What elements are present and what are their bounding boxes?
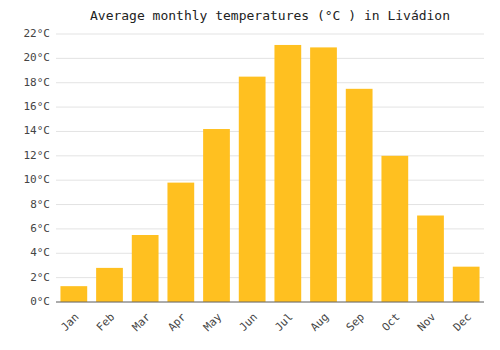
grid-line	[56, 34, 484, 35]
bar	[132, 235, 159, 302]
x-tick-label: Apr	[165, 310, 189, 334]
bar	[346, 89, 373, 302]
chart: Average monthly temperatures (°C ) in Li…	[0, 0, 500, 350]
x-tick-label: Dec	[451, 311, 474, 334]
y-tick-label: 18°C	[24, 76, 51, 89]
y-tick-label: 22°C	[24, 27, 51, 40]
y-tick-label: 12°C	[24, 149, 51, 162]
bar	[167, 183, 194, 302]
title: Average monthly temperatures (°C ) in Li…	[90, 8, 450, 23]
y-tick-label: 20°C	[24, 51, 51, 64]
x-tick-label: Nov	[415, 310, 439, 334]
grid-line	[56, 107, 484, 108]
bar	[381, 156, 408, 302]
x-tick-label: Aug	[308, 311, 331, 334]
bar	[239, 77, 266, 302]
grid-line	[56, 302, 484, 303]
bar	[60, 286, 87, 302]
bar	[203, 129, 230, 302]
y-tick-label: 14°C	[24, 124, 51, 137]
y-tick-label: 16°C	[24, 100, 51, 113]
y-tick-label: 4°C	[30, 246, 50, 259]
x-tick-label: Feb	[94, 311, 117, 334]
x-tick-label: Oct	[379, 311, 402, 334]
y-tick-label: 10°C	[24, 173, 51, 186]
x-tick-label: Sep	[344, 311, 367, 334]
x-axis-line	[56, 302, 484, 303]
bar	[310, 47, 337, 302]
x-tick-label: Jan	[58, 311, 81, 334]
y-tick-label: 0°C	[30, 295, 50, 308]
x-tick-label: Mar	[130, 310, 154, 334]
grid-line	[56, 204, 484, 205]
y-axis: 0°C 2°C 4°C 6°C 8°C 10°C 12°C 14°C 16°C 18°C 20°C 2…	[24, 27, 51, 308]
bar	[417, 216, 444, 302]
page: {"chart_data": {"type": "bar", "title": …	[0, 0, 500, 350]
grid-line	[56, 180, 484, 181]
bar	[96, 268, 123, 302]
x-tick-label: Jun	[237, 311, 260, 334]
x-tick-label: May	[201, 310, 225, 334]
grid-line	[56, 82, 484, 83]
y-tick-label: 8°C	[30, 198, 50, 211]
grid-line	[56, 131, 484, 132]
bar	[274, 45, 301, 302]
y-tick-label: 6°C	[30, 222, 50, 235]
grid	[56, 34, 484, 302]
x-tick-label: Jul	[272, 311, 295, 334]
grid-line	[56, 155, 484, 156]
x-axis: Jan Feb Mar Apr May Jun Jul Aug Sep Oct Nov Dec	[58, 310, 474, 334]
bar	[453, 267, 480, 302]
y-tick-label: 2°C	[30, 271, 50, 284]
grid-line	[56, 58, 484, 59]
bars	[60, 45, 479, 302]
